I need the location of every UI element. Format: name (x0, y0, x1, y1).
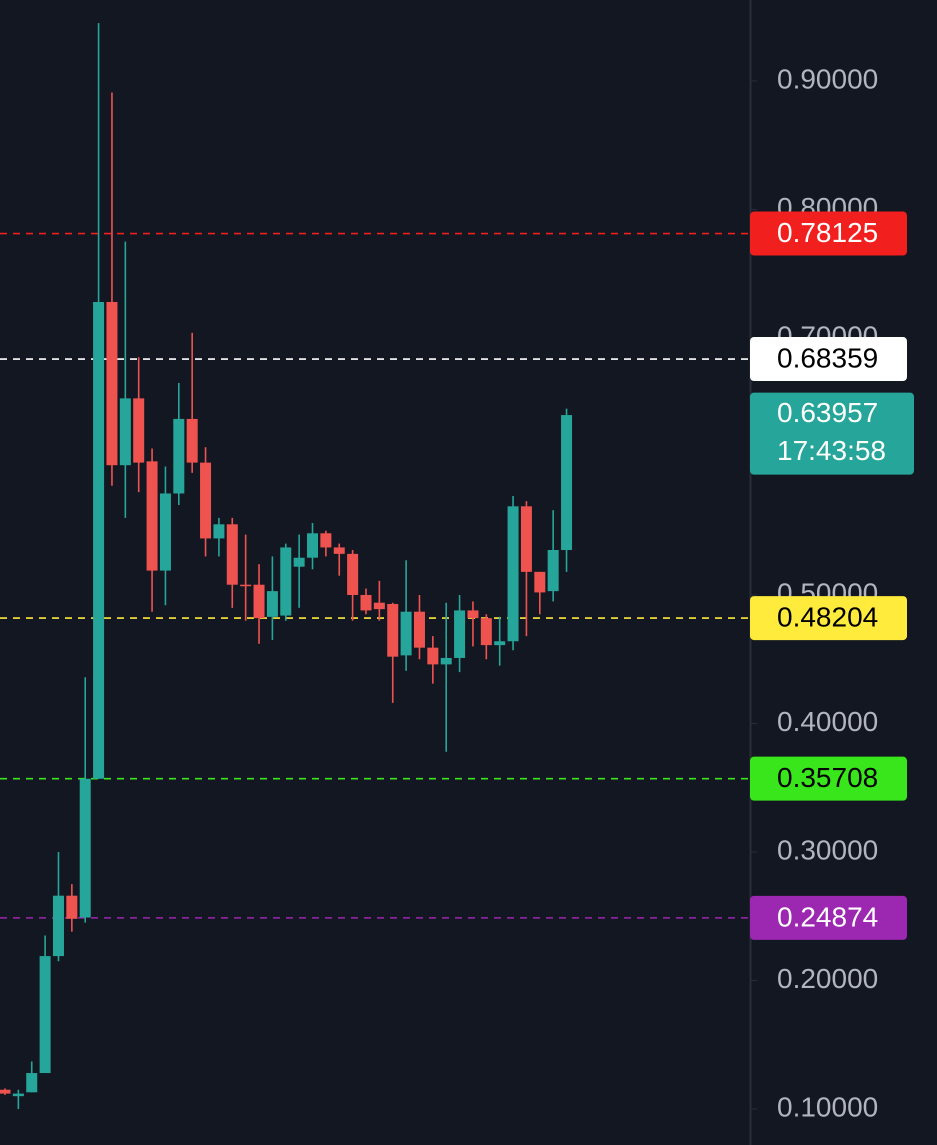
current-price-label: 0.63957 (777, 397, 878, 428)
level-price-label: 0.68359 (777, 342, 878, 373)
candle-body (66, 895, 78, 919)
candle-body (0, 1089, 11, 1094)
candle-body (400, 611, 412, 656)
level-price-label: 0.35708 (777, 762, 878, 793)
candle-body (200, 462, 212, 539)
level-price-label-box (750, 895, 907, 940)
candle-body (52, 895, 64, 957)
candle-body (293, 557, 305, 567)
candle-body (373, 602, 385, 610)
candle-body (253, 584, 265, 619)
candle-body (39, 956, 51, 1074)
candle-body (93, 301, 105, 779)
candle-body (133, 398, 145, 463)
candle-body (480, 618, 492, 646)
candle-body (333, 547, 345, 554)
y-tick-label: 0.20000 (777, 963, 878, 994)
candle-body (226, 524, 238, 585)
candle-body (79, 778, 91, 918)
candle-body (159, 493, 171, 571)
candle-body (547, 550, 559, 592)
candle-body (413, 611, 425, 648)
y-tick-label: 0.90000 (777, 63, 878, 94)
candle-body (440, 657, 452, 665)
candle-body (427, 647, 439, 665)
candle-body (266, 591, 278, 617)
candle-body (561, 415, 573, 551)
level-price-label: 0.24874 (777, 901, 878, 932)
y-tick-label: 0.40000 (777, 706, 878, 737)
candle-body (213, 524, 225, 539)
candle-body (494, 641, 506, 646)
candle-body (347, 553, 359, 595)
candle-body (507, 506, 519, 642)
level-price-label: 0.48204 (777, 601, 878, 632)
level-price-label: 0.78125 (777, 217, 878, 248)
candle-body (106, 301, 118, 466)
candle-body (467, 610, 479, 619)
candle-body (454, 610, 466, 658)
candle-body (119, 398, 131, 466)
level-price-label-box (750, 211, 907, 256)
level-price-label-box (750, 756, 907, 801)
candle-body (280, 547, 292, 616)
candle-body (12, 1093, 24, 1097)
candle-body (320, 533, 332, 548)
candle-body (307, 533, 319, 558)
current-price-box (750, 392, 914, 475)
candle-body (387, 603, 399, 657)
candle-body (146, 461, 158, 571)
level-price-label-box (750, 596, 907, 641)
candle-body (520, 506, 532, 572)
candle-body (360, 594, 372, 611)
countdown-label: 17:43:58 (777, 435, 886, 466)
candle-body (240, 584, 252, 587)
y-tick-label: 0.10000 (777, 1091, 878, 1122)
level-price-label-box (750, 337, 907, 382)
y-tick-label: 0.30000 (777, 834, 878, 865)
candle-body (186, 418, 198, 463)
candle-body (173, 418, 185, 494)
candle-body (534, 571, 546, 593)
candle-body (26, 1073, 38, 1093)
